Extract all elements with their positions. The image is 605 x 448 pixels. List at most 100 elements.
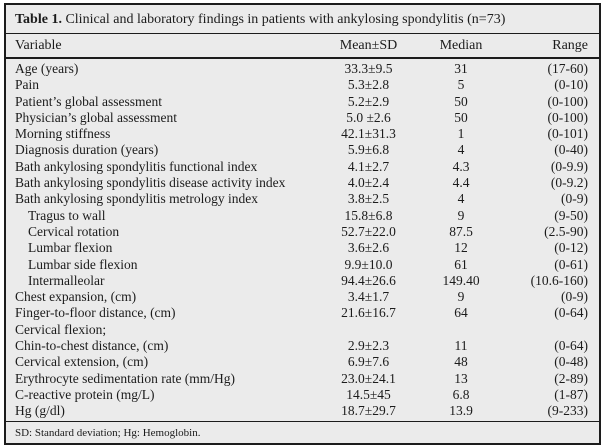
cell-median: 48 [454,354,468,370]
table-row: C-reactive protein (mg/L) 14.5±45 6.8 (1… [6,386,599,403]
cell-median: 61 [454,256,468,272]
cell-median: 12 [454,240,468,256]
cell-variable: Cervical extension, (cm) [15,354,149,370]
cell-range: (2-89) [554,370,588,386]
table-row: Cervical extension, (cm) 6.9±7.6 48 (0-4… [6,354,599,370]
cell-variable: Diagnosis duration (years) [15,142,159,158]
cell-variable: Chest expansion, (cm) [15,289,137,305]
cell-range: (0-61) [554,256,588,272]
cell-median: 4 [457,191,465,207]
cell-median: 5 [457,77,465,93]
cell-mean-sd: 5.2±2.9 [347,93,390,109]
table-row: Morning stiffness 42.1±31.3 1 (0-101) [6,126,599,142]
cell-variable: Bath ankylosing spondylitis functional i… [15,158,258,174]
cell-variable: C-reactive protein (mg/L) [15,386,155,402]
cell-median: 4.3 [452,158,470,174]
cell-mean-sd: 42.1±31.3 [341,126,396,142]
cell-variable: Tragus to wall [28,207,106,223]
table-row: Erythrocyte sedimentation rate (mm/Hg) 2… [6,370,599,387]
cell-range: (0-10) [554,77,588,93]
cell-mean-sd: 52.7±22.0 [341,223,396,239]
table-row: Lumbar flexion 3.6±2.6 12 (0-12) [6,240,599,256]
table-number-label: Table 1. [15,12,62,27]
cell-mean-sd: 5.9±6.8 [347,142,390,158]
cell-median: 4.4 [452,175,470,191]
cell-median: 87.5 [449,223,473,239]
cell-range: (2.5-90) [544,223,588,239]
cell-mean-sd: 4.1±2.7 [347,158,390,174]
cell-mean-sd: 14.5±45 [346,386,391,402]
cell-variable: Morning stiffness [15,126,111,142]
cell-range: (10.6-160) [530,272,588,288]
table-header: Variable Mean±SD Median Range [6,34,599,59]
cell-median: 13 [454,370,468,386]
cell-mean-sd: 3.4±1.7 [347,289,390,305]
cell-median: 50 [454,109,468,125]
cell-median: 4 [457,142,465,158]
cell-variable: Erythrocyte sedimentation rate (mm/Hg) [15,370,236,386]
table-row: Hg (g/dl) 18.7±29.7 13.9 (9-233) [6,403,599,419]
cell-variable: Pain [15,77,40,93]
cell-variable: Bath ankylosing spondylitis disease acti… [15,175,286,191]
cell-variable: Lumbar side flexion [28,256,138,272]
table-title: Table 1. Clinical and laboratory finding… [6,5,599,34]
cell-mean-sd: 33.3±9.5 [344,61,393,76]
findings-table: Variable Mean±SD Median Range Age (years… [6,34,599,420]
cell-variable: Cervical rotation [28,223,120,239]
cell-median: 64 [454,305,468,321]
cell-range: (0-100) [547,93,589,109]
cell-mean-sd: 9.9±10.0 [344,256,393,272]
cell-mean-sd: 3.8±2.5 [347,191,390,207]
cell-range [496,322,599,338]
column-header-variable: Variable [6,34,311,59]
cell-variable: Age (years) [15,61,79,76]
cell-range: (0-9) [561,289,588,305]
cell-variable: Intermalleolar [28,272,105,288]
cell-range: (0-12) [554,240,588,256]
table-row: Pain 5.3±2.8 5 (0-10) [6,77,599,93]
table-row: Physician’s global assessment 5.0 ±2.6 5… [6,109,599,126]
cell-range: (0-9.2) [550,175,588,191]
table-row: Bath ankylosing spondylitis disease acti… [6,175,599,191]
cell-range: (0-48) [554,354,588,370]
cell-mean-sd [311,322,426,338]
cell-variable: Physician’s global assessment [15,109,177,125]
cell-mean-sd: 15.8±6.8 [344,207,393,223]
table-row: Lumbar side flexion 9.9±10.0 61 (0-61) [6,256,599,273]
table-row: Diagnosis duration (years) 5.9±6.8 4 (0-… [6,142,599,158]
cell-range: (1-87) [554,386,588,402]
cell-median: 31 [454,61,468,76]
cell-range: (0-9) [561,191,588,207]
cell-mean-sd: 18.7±29.7 [341,403,396,419]
table-row: Patient’s global assessment 5.2±2.9 50 (… [6,93,599,110]
cell-median: 13.9 [449,403,473,419]
cell-range: (9-50) [554,207,588,223]
cell-median [426,322,496,338]
cell-range: (0-64) [554,338,588,354]
cell-mean-sd: 6.9±7.6 [347,354,390,370]
cell-range: (0-101) [547,126,589,142]
table-row: Finger-to-floor distance, (cm) 21.6±16.7… [6,305,599,321]
table-row: Chin-to-chest distance, (cm) 2.9±2.3 11 … [6,338,599,354]
cell-median: 11 [454,338,468,354]
cell-range: (0-9.9) [550,158,588,174]
cell-median: 50 [454,93,468,109]
cell-mean-sd: 3.6±2.6 [347,240,390,256]
cell-range: (17-60) [547,61,589,76]
table-row: Age (years) 33.3±9.5 31 (17-60) [6,58,599,77]
column-header-range: Range [496,34,599,59]
table-body: Age (years) 33.3±9.5 31 (17-60) Pain 5.3… [6,58,599,420]
cell-variable: Patient’s global assessment [15,93,162,109]
table-row: Chest expansion, (cm) 3.4±1.7 9 (0-9) [6,289,599,305]
cell-range: (0-40) [554,142,588,158]
table-row: Tragus to wall 15.8±6.8 9 (9-50) [6,207,599,224]
cell-range: (9-233) [547,403,589,419]
cell-variable: Hg (g/dl) [15,403,65,419]
cell-variable: Cervical flexion; [15,321,107,337]
column-header-median: Median [426,34,496,59]
column-header-mean-sd: Mean±SD [311,34,426,59]
table-row: Cervical rotation 52.7±22.0 87.5 (2.5-90… [6,223,599,240]
table-row: Intermalleolar 94.4±26.6 149.40 (10.6-16… [6,272,599,289]
cell-median: 9 [457,289,465,305]
